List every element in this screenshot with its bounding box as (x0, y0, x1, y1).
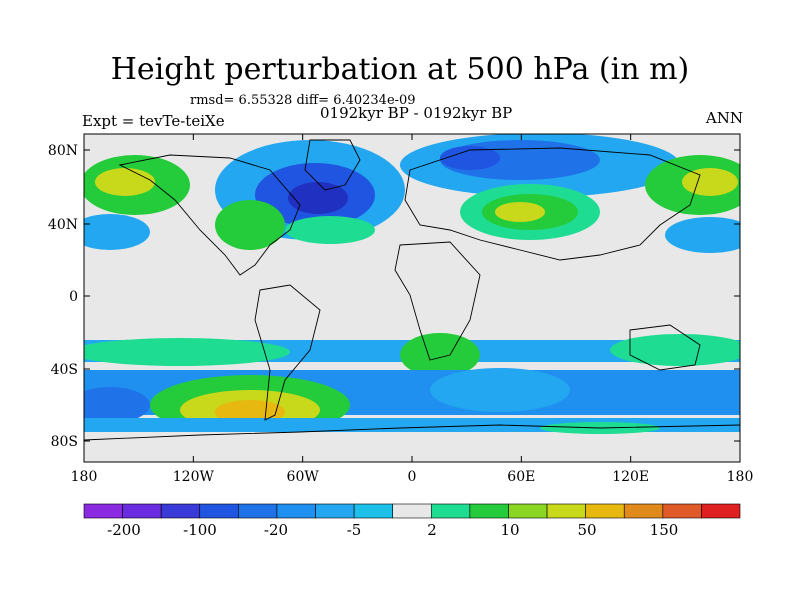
colorbar-label: 50 (577, 521, 596, 539)
height-field (84, 134, 740, 462)
lat-tick-label: 80N (48, 143, 78, 159)
colorbar-label: 10 (500, 521, 519, 539)
colorbar-box (276, 503, 316, 519)
lat-tick-label: 80S (51, 434, 78, 450)
colorbar-label: 2 (427, 521, 437, 539)
colorbar-label: 150 (650, 521, 679, 539)
colorbar-box (585, 503, 625, 519)
colorbar-box (199, 503, 239, 519)
stats-text: rmsd= 6.55328 diff= 6.40234e-09 (190, 93, 416, 108)
lat-tick-label: 40N (48, 217, 78, 233)
lon-tick-label: 120W (173, 469, 215, 485)
colorbar-box (662, 503, 702, 519)
colorbar-label: -20 (264, 521, 288, 539)
lon-tick-label: 180 (71, 469, 98, 485)
colorbar: -200 -100 -20 -5 2 10 50 150 (83, 503, 741, 539)
coastlines (84, 139, 740, 441)
colorbar-box (508, 503, 548, 519)
lon-tick-label: 180 (727, 469, 754, 485)
colorbar-box (83, 503, 123, 519)
colorbar-box (392, 503, 432, 519)
lon-tick-label: 60W (287, 469, 320, 485)
lon-tick-label: 0 (408, 469, 417, 485)
experiment-label: Expt = tevTe-teiXe (82, 112, 225, 130)
colorbar-box (315, 503, 355, 519)
latitude-axis: 80N 40N 0 40S 80S (48, 143, 740, 450)
period-label: 0192kyr BP - 0192kyr BP (320, 104, 513, 122)
colorbar-box (546, 503, 586, 519)
lon-tick-label: 120E (612, 469, 649, 485)
colorbar-box (238, 503, 278, 519)
lon-tick-label: 60E (507, 469, 535, 485)
season-label: ANN (705, 109, 743, 127)
colorbar-box (122, 503, 162, 519)
lat-tick-label: 40S (51, 362, 78, 378)
colorbar-label: -5 (347, 521, 362, 539)
colorbar-box (430, 503, 471, 519)
colorbar-box (160, 503, 201, 519)
colorbar-box (701, 503, 741, 519)
colorbar-box (623, 503, 664, 519)
lat-tick-label: 0 (69, 289, 78, 305)
colorbar-label: -100 (183, 521, 217, 539)
colorbar-label: -200 (107, 521, 141, 539)
colorbar-box (353, 503, 394, 519)
longitude-axis: 180 120W 60W 0 60E 120E 180 (71, 134, 754, 485)
map-title: Height perturbation at 500 hPa (in m) (110, 52, 690, 87)
colorbar-box (469, 503, 509, 519)
